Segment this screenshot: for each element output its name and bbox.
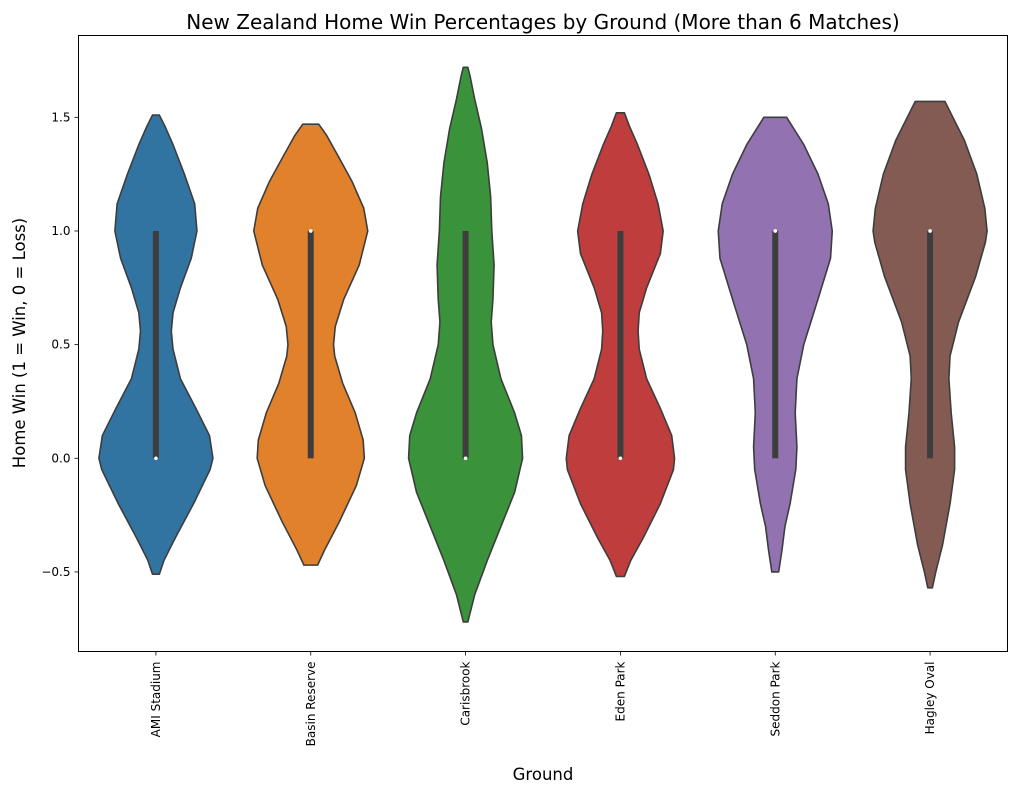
x-axis-title: Ground: [513, 765, 574, 784]
y-tick-label: 1.5: [51, 110, 70, 124]
violin-quartile-box: [152, 230, 159, 459]
x-tick-label: Basin Reserve: [304, 662, 318, 747]
violin-median-dot: [928, 229, 932, 233]
violin-median-dot: [773, 229, 778, 233]
y-tick-label: 0.5: [51, 338, 70, 352]
plot-frame: [78, 35, 1008, 652]
violin-median-dot: [618, 456, 623, 461]
violin-carisbrook: [407, 66, 524, 623]
violin-ami-stadium: [98, 114, 214, 576]
y-tick-label: −0.5: [41, 565, 70, 579]
y-tick-label: 1.0: [51, 224, 70, 238]
violin-quartile-box: [617, 230, 624, 459]
x-tick-label: Carisbrook: [459, 661, 473, 725]
violin-median-dot: [308, 229, 313, 233]
violin-hagley-oval: [872, 100, 988, 589]
violin-seddon-park: [717, 116, 834, 573]
violin-quartile-box: [462, 230, 469, 459]
y-axis-title: Home Win (1 = Win, 0 = Loss): [10, 218, 29, 468]
violin-series-group: [98, 66, 988, 623]
violin-quartile-box: [927, 230, 934, 459]
violin-quartile-box: [772, 230, 779, 459]
violin-median-dot: [154, 456, 158, 461]
x-tick-label: Eden Park: [613, 661, 627, 721]
x-tick-label: Hagley Oval: [923, 662, 937, 735]
chart-title: New Zealand Home Win Percentages by Grou…: [186, 10, 899, 34]
y-axis-ticks: −0.5 0.0 0.5 1.0 1.5: [41, 110, 79, 579]
x-tick-label: AMI Stadium: [149, 662, 163, 738]
x-axis-ticks: AMI Stadium Basin Reserve Carisbrook Eden P…: [149, 651, 937, 747]
violin-quartile-box: [307, 230, 314, 459]
violin-basin-reserve: [252, 123, 369, 566]
x-tick-label: Seddon Park: [768, 661, 782, 736]
violin-eden-park: [565, 111, 676, 578]
y-tick-label: 0.0: [51, 451, 70, 465]
violin-median-dot: [463, 456, 468, 461]
